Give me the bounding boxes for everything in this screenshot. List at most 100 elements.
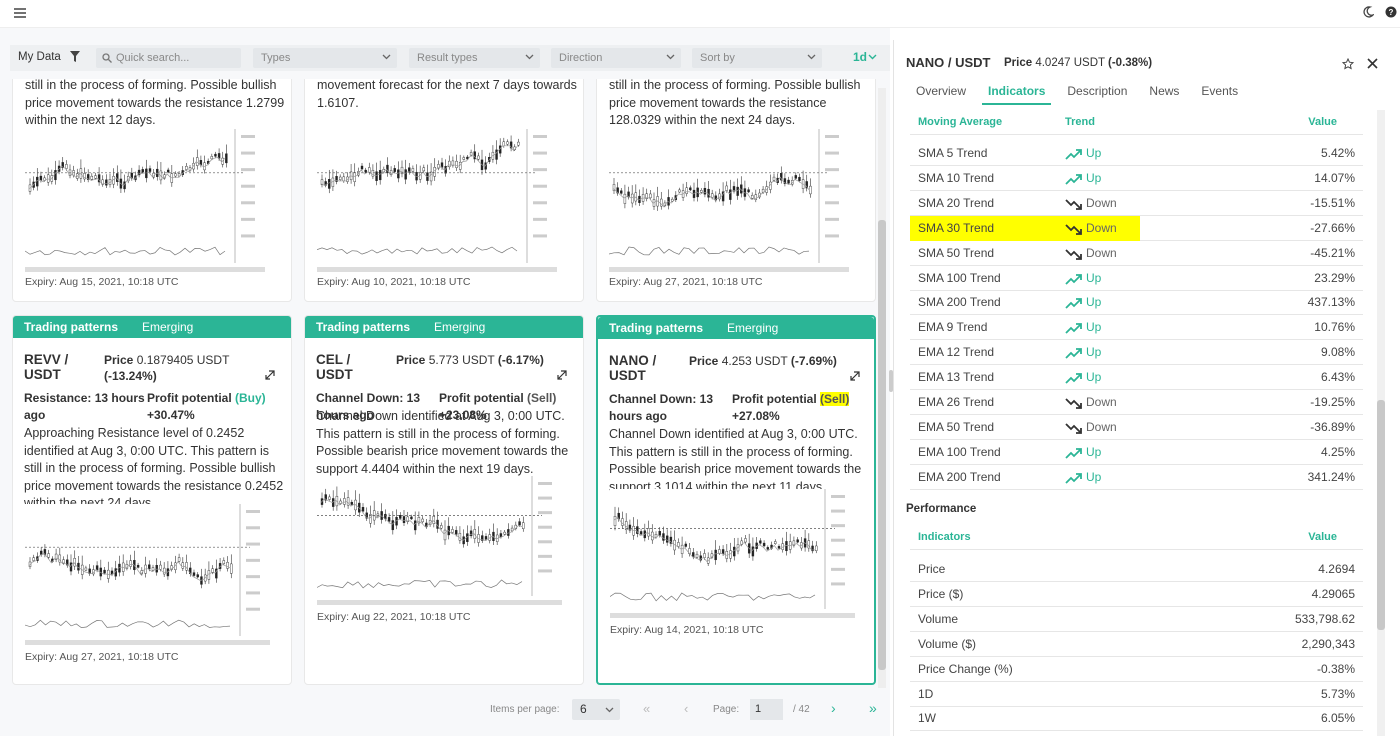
items-per-page-label: Items per page: bbox=[490, 704, 560, 715]
indicator-value: -27.66% bbox=[1310, 220, 1355, 235]
card-description: Channel Down identified at Aug 3, 0:00 U… bbox=[316, 409, 569, 476]
prev-page[interactable]: ‹ bbox=[684, 701, 689, 716]
performance-row: 1W 6.05% bbox=[910, 706, 1363, 732]
trend-glyph bbox=[1065, 273, 1082, 285]
last-page[interactable]: » bbox=[869, 700, 877, 716]
header-name: Indicators bbox=[918, 531, 971, 543]
candle bbox=[39, 175, 43, 181]
trend-up-icon bbox=[1065, 298, 1082, 310]
candle bbox=[375, 171, 378, 181]
indicator-trend: Down bbox=[1086, 220, 1117, 235]
candle bbox=[226, 562, 229, 569]
chart-footer bbox=[25, 640, 270, 645]
my-data[interactable]: My Data bbox=[18, 51, 61, 63]
tab[interactable]: Overview bbox=[916, 84, 967, 98]
candle bbox=[65, 164, 68, 169]
candle bbox=[762, 542, 766, 547]
expand-icon[interactable] bbox=[264, 369, 276, 381]
chart-sub bbox=[25, 246, 226, 256]
direction: Direction bbox=[559, 52, 603, 64]
expand-icon[interactable] bbox=[849, 370, 861, 382]
top-bar: ? bbox=[0, 0, 1400, 28]
trend-glyph bbox=[1065, 472, 1082, 484]
result-card[interactable]: Trading patterns Emerging CEL / USDT Price … bbox=[304, 315, 584, 685]
candle bbox=[703, 553, 706, 558]
candle bbox=[721, 549, 725, 555]
result-types-select[interactable]: Result types bbox=[409, 48, 540, 68]
tab[interactable]: Indicators bbox=[982, 84, 1052, 105]
axis-label bbox=[246, 591, 260, 595]
performance-table: Indicators Value Price 4.2694 Price ($) 4.290… bbox=[894, 525, 1400, 736]
indicator-name: SMA 30 Trend bbox=[910, 215, 1065, 241]
indicator-trend: Up bbox=[1086, 146, 1102, 160]
pagination: Items per page: 6 « ‹ Page: 1 / 42 › » bbox=[480, 698, 880, 722]
candle bbox=[54, 553, 58, 560]
indicator-name: EMA 200 Trend bbox=[918, 469, 1001, 484]
help-icon[interactable]: ? bbox=[1385, 6, 1397, 18]
tab[interactable]: Description bbox=[1067, 84, 1128, 98]
card-price-value: 4.253 USDT bbox=[721, 354, 788, 368]
interval[interactable]: 1d bbox=[853, 50, 868, 64]
candle bbox=[58, 554, 62, 563]
trend-down-icon bbox=[1065, 423, 1082, 434]
candle bbox=[718, 549, 721, 554]
performance-name: Volume bbox=[918, 611, 959, 626]
sort-select[interactable]: Sort by bbox=[692, 48, 822, 68]
performance-row: Volume 533,798.62 bbox=[910, 607, 1363, 632]
candle bbox=[324, 494, 327, 501]
axis-label bbox=[533, 184, 547, 188]
chart-bg bbox=[25, 129, 275, 275]
axis-label bbox=[533, 201, 547, 205]
card-price: Price 4.253 USDT (-7.69%) bbox=[689, 353, 854, 369]
axis-label bbox=[538, 496, 552, 500]
result-card[interactable]: Trading patterns Emerging NANO / USDT Price… bbox=[596, 315, 876, 685]
axis-label bbox=[246, 526, 260, 530]
result-card[interactable]: Trading patterns Emerging REVV / USDT Price… bbox=[12, 315, 292, 685]
candle bbox=[129, 560, 132, 567]
chart-ma bbox=[28, 552, 231, 582]
filter-icon[interactable] bbox=[70, 51, 80, 62]
candle bbox=[710, 193, 714, 198]
candle bbox=[181, 562, 185, 569]
trend-glyph bbox=[1065, 423, 1082, 434]
candle bbox=[32, 557, 35, 561]
next-page[interactable]: › bbox=[831, 700, 836, 716]
card-pattern: Channel Down: 13 hours ago bbox=[316, 391, 421, 422]
axis-label bbox=[825, 168, 839, 172]
menu-icon[interactable] bbox=[13, 7, 27, 19]
result-card: still in the process of forming. Possibl… bbox=[12, 79, 292, 302]
indicator-row: SMA 10 Trend Up 14.07% bbox=[910, 166, 1363, 191]
page-input[interactable]: 1 bbox=[750, 699, 783, 720]
splitter[interactable] bbox=[889, 370, 893, 392]
candle bbox=[369, 514, 372, 524]
trend-up-icon bbox=[1065, 273, 1082, 285]
axis-label bbox=[533, 151, 547, 155]
candle bbox=[815, 545, 818, 551]
card-expiry: Expiry: Aug 14, 2021, 10:18 UTC bbox=[610, 624, 764, 636]
scrollbar[interactable] bbox=[878, 88, 886, 688]
chart-thumbnail bbox=[25, 504, 280, 648]
axis-label bbox=[533, 217, 547, 221]
tab[interactable]: News bbox=[1149, 84, 1180, 98]
tab[interactable]: Events bbox=[1201, 84, 1239, 98]
direction-select[interactable]: Direction bbox=[551, 48, 681, 68]
profit-value: +27.08% bbox=[732, 409, 780, 423]
candle bbox=[620, 190, 623, 194]
card-symbol: NANO / USDT bbox=[609, 353, 657, 383]
axis-label bbox=[538, 482, 552, 485]
chart-bg bbox=[609, 129, 859, 275]
axis-label bbox=[538, 540, 552, 544]
types-select[interactable]: Types bbox=[253, 48, 397, 68]
theme-icon[interactable] bbox=[1362, 6, 1374, 18]
search-box[interactable]: Quick search... bbox=[96, 48, 241, 68]
first-page[interactable]: « bbox=[643, 701, 651, 716]
svg-text:?: ? bbox=[1389, 8, 1394, 17]
close-icon[interactable] bbox=[1367, 58, 1378, 69]
candle bbox=[695, 553, 699, 558]
items-per-page[interactable]: 6 bbox=[572, 699, 620, 720]
candle bbox=[754, 194, 758, 200]
expand-icon[interactable] bbox=[556, 369, 568, 381]
candle bbox=[627, 191, 630, 198]
star-icon[interactable] bbox=[1342, 58, 1354, 70]
detail-scrollbar[interactable] bbox=[1377, 110, 1385, 736]
